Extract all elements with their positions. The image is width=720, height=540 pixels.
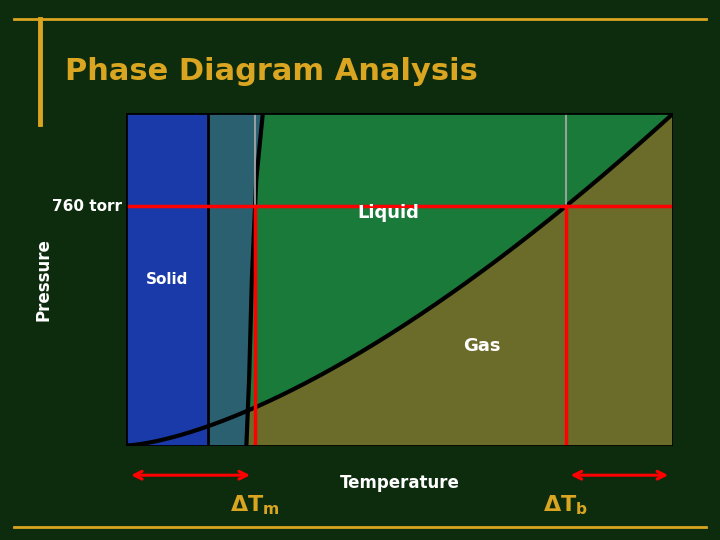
Polygon shape — [201, 113, 673, 429]
Text: Phase Diagram Analysis: Phase Diagram Analysis — [65, 57, 477, 86]
Polygon shape — [208, 113, 263, 446]
Text: Gas: Gas — [463, 337, 500, 355]
Text: 760 torr: 760 torr — [53, 199, 122, 214]
Text: Solid: Solid — [146, 272, 188, 287]
Text: Liquid: Liquid — [358, 204, 420, 222]
Polygon shape — [126, 113, 673, 446]
Text: $\mathbf{\Delta T_b}$: $\mathbf{\Delta T_b}$ — [543, 493, 588, 517]
Polygon shape — [126, 113, 208, 446]
Text: $\mathbf{\Delta T_m}$: $\mathbf{\Delta T_m}$ — [230, 493, 280, 517]
Text: Pressure: Pressure — [34, 238, 52, 321]
Text: Temperature: Temperature — [340, 474, 459, 492]
